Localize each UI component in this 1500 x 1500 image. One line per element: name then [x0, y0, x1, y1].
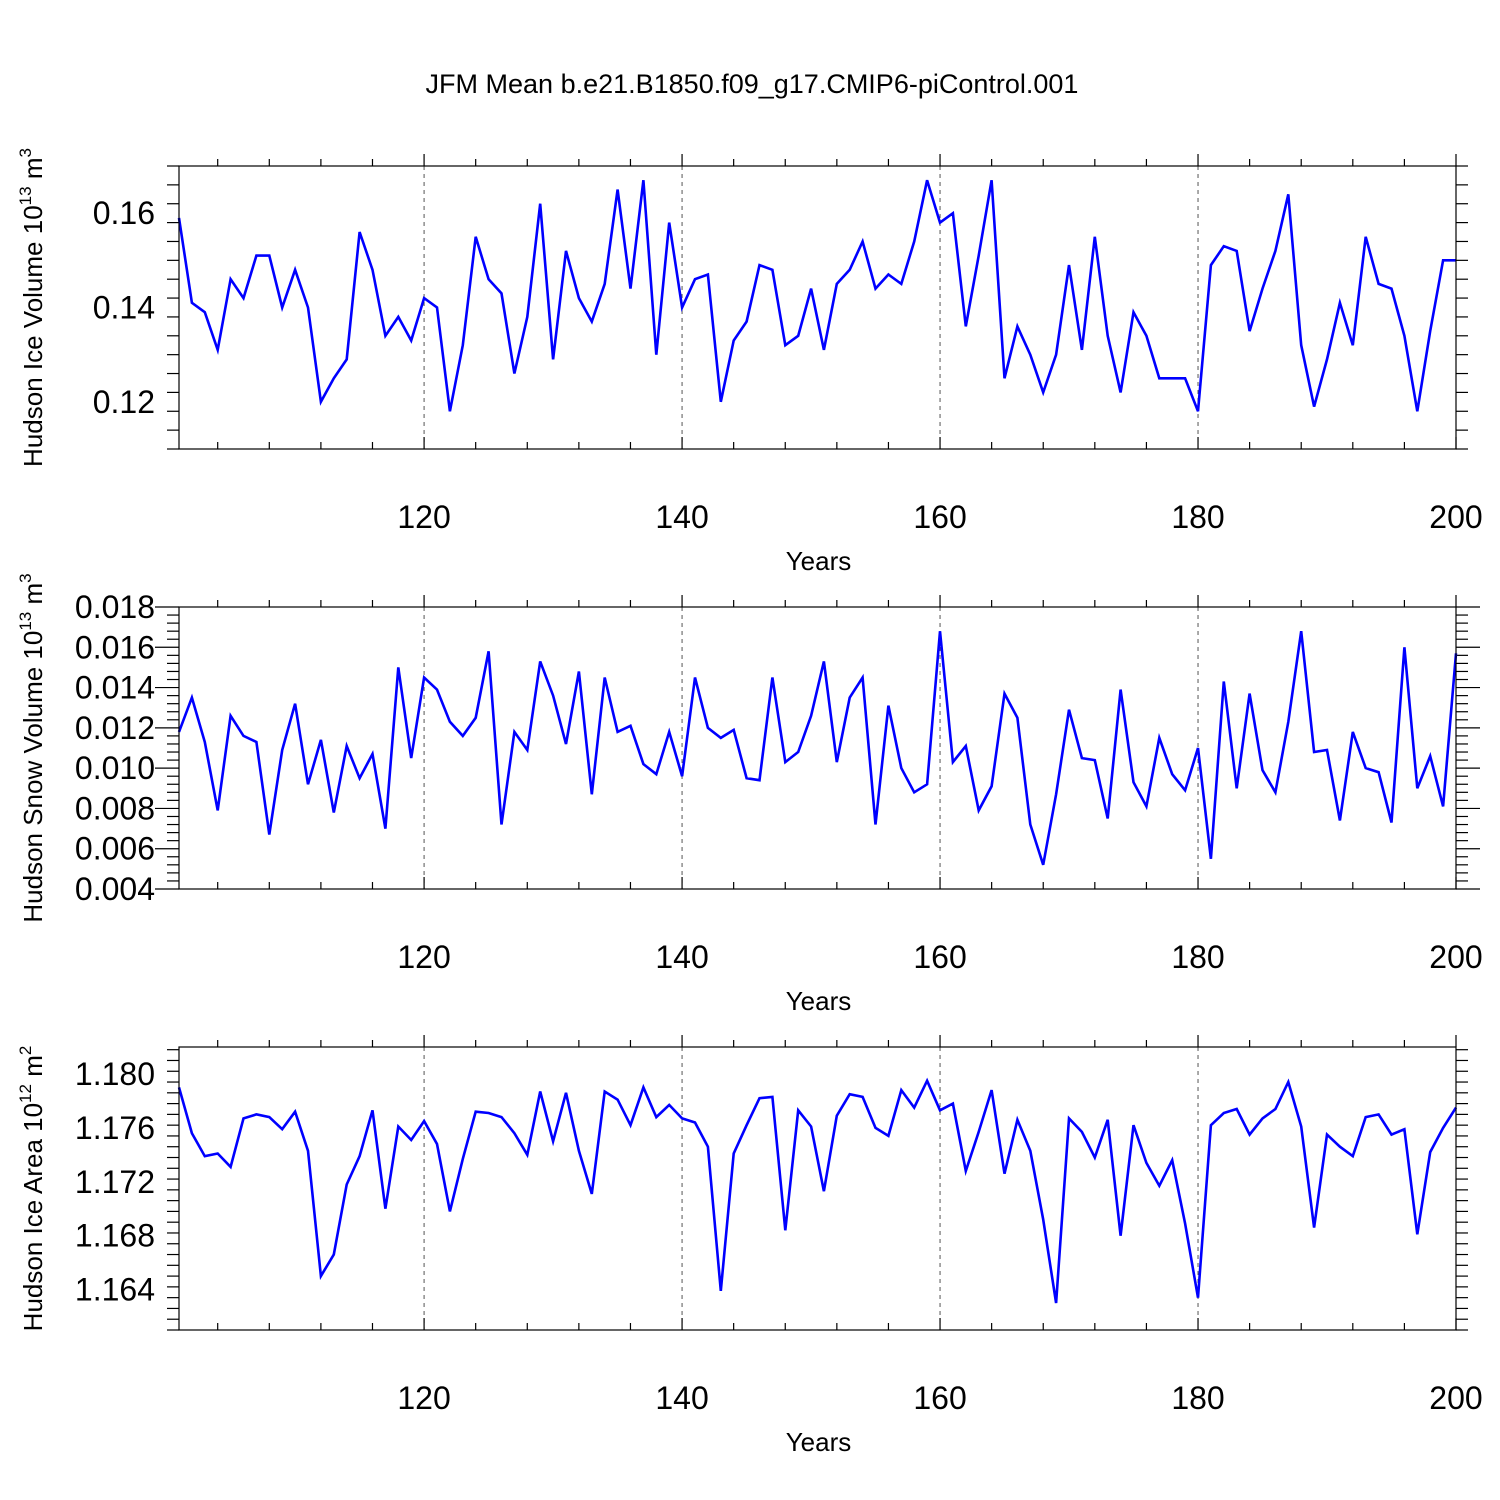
y-axis-label-text: Hudson Snow Volume 10 [18, 631, 48, 923]
x-tick-label: 160 [913, 499, 966, 535]
x-axis-label: Years [786, 1427, 852, 1457]
y-tick-label: 0.008 [75, 790, 155, 826]
y-axis-label: Hudson Snow Volume 1013 m3 [16, 573, 48, 922]
x-tick-label: 120 [397, 1380, 450, 1416]
panel-ice-area: 120 140 160 180 200 1.164 1.168 1.172 1.176 1.180… [16, 1035, 1483, 1457]
series-line-snow-volume [177, 631, 1458, 866]
y-axis-label-unit: m [18, 1055, 48, 1084]
y-axis-label-unit-exponent: 3 [16, 148, 35, 157]
y-axis-label-unit: m [18, 158, 48, 187]
x-tick-label: 160 [913, 939, 966, 975]
x-tick-label: 140 [655, 939, 708, 975]
x-tick-label: 200 [1429, 499, 1482, 535]
y-axis-label-unit-exponent: 2 [16, 1046, 35, 1055]
y-tick-label: 1.168 [75, 1218, 155, 1254]
y-tick-label: 0.016 [75, 629, 155, 665]
y-axis-label-unit-exponent: 3 [16, 573, 35, 582]
y-axis-label-text: Hudson Ice Area 10 [18, 1103, 48, 1331]
x-tick-label: 200 [1429, 1380, 1482, 1416]
y-tick-label: 0.010 [75, 750, 155, 786]
x-tick-label: 160 [913, 1380, 966, 1416]
x-tick-label: 180 [1171, 939, 1224, 975]
x-tick-label: 200 [1429, 939, 1482, 975]
plot-frame [178, 1046, 1457, 1331]
y-tick-label: 1.176 [75, 1110, 155, 1146]
chart-title: JFM Mean b.e21.B1850.f09_g17.CMIP6-piCon… [426, 69, 1079, 99]
y-tick-label: 1.164 [75, 1272, 155, 1308]
y-axis-label: Hudson Ice Volume 1013 m3 [16, 148, 48, 467]
series-line-ice-volume [177, 179, 1456, 412]
y-tick-label: 0.018 [75, 589, 155, 625]
x-tick-label: 180 [1171, 499, 1224, 535]
y-tick-label: 0.004 [75, 871, 155, 907]
panel-ice-volume: 120 140 160 180 200 0.12 0.14 0.16 Years Hudson I… [16, 148, 1483, 576]
x-tick-label: 180 [1171, 1380, 1224, 1416]
y-tick-label: 0.12 [93, 384, 155, 420]
panel-snow-volume: 120 140 160 180 200 0.004 0.006 0.008 0.010 0.012… [16, 573, 1483, 1016]
y-axis-label-exponent: 12 [16, 1084, 35, 1103]
plot-frame [178, 165, 1457, 450]
y-axis-label-unit: m [18, 583, 48, 612]
x-tick-label: 140 [655, 499, 708, 535]
y-tick-label: 0.012 [75, 710, 155, 746]
plot-frame [178, 606, 1457, 890]
x-tick-label: 120 [397, 939, 450, 975]
y-tick-label: 0.14 [93, 290, 155, 326]
series-line-ice-area [177, 1077, 1458, 1304]
x-tick-label: 140 [655, 1380, 708, 1416]
y-axis-label-text: Hudson Ice Volume 10 [18, 205, 48, 467]
y-axis-label-exponent: 13 [16, 186, 35, 205]
panels: 120 140 160 180 200 0.12 0.14 0.16 Years Hudson I… [16, 148, 1483, 1457]
y-tick-label: 1.172 [75, 1164, 155, 1200]
y-axis-label: Hudson Ice Area 1012 m2 [16, 1046, 48, 1332]
y-tick-label: 0.006 [75, 831, 155, 867]
y-tick-label: 1.180 [75, 1056, 155, 1092]
y-axis-label-exponent: 13 [16, 612, 35, 631]
y-tick-label: 0.16 [93, 195, 155, 231]
y-tick-label: 0.014 [75, 670, 155, 706]
x-axis-label: Years [786, 986, 852, 1016]
x-axis-label: Years [786, 546, 852, 576]
x-tick-label: 120 [397, 499, 450, 535]
